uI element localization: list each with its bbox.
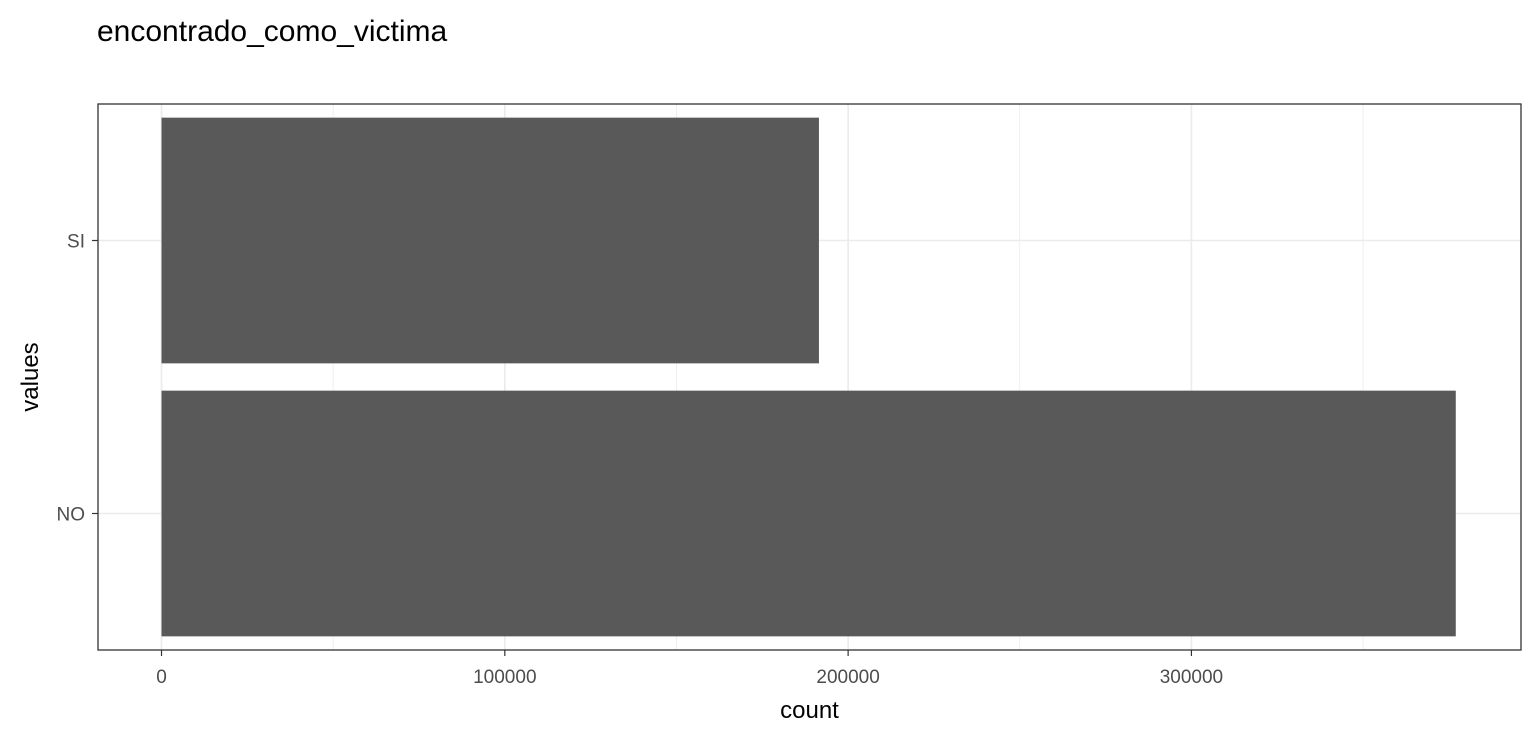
x-tick-label: 200000 xyxy=(816,667,879,688)
x-axis: 0 100000 200000 300000 xyxy=(156,650,1223,688)
x-tick-label: 0 xyxy=(156,667,167,688)
chart-title: encontrado_como_victima xyxy=(97,15,448,48)
y-axis-title: values xyxy=(17,342,44,411)
y-axis: NO SI xyxy=(57,232,98,526)
bar-si xyxy=(161,117,819,364)
y-tick-label: NO xyxy=(57,505,86,526)
panel-border xyxy=(97,103,1522,651)
y-tick-label: SI xyxy=(67,232,85,253)
bar-no xyxy=(161,390,1456,637)
x-axis-title: count xyxy=(780,697,839,724)
x-tick-label: 100000 xyxy=(473,667,536,688)
x-tick-label: 300000 xyxy=(1160,667,1223,688)
bars xyxy=(161,117,1456,637)
